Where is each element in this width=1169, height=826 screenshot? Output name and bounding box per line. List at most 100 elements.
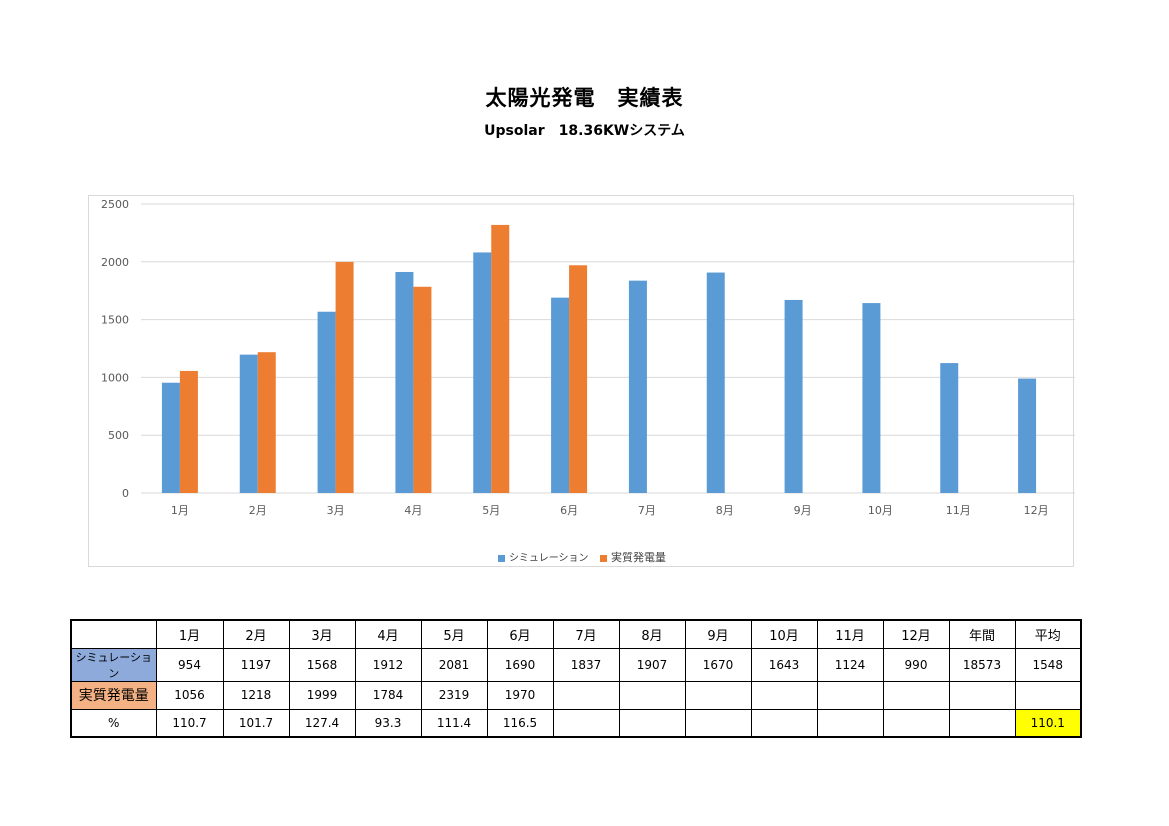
table-header-cell: 11月 — [816, 619, 884, 649]
table-cell: 1907 — [618, 647, 686, 682]
table-cell: 110.1 — [1014, 708, 1082, 738]
table-cell — [816, 708, 884, 738]
legend-swatch-simulation — [497, 554, 505, 562]
table-cell: 127.4 — [288, 708, 356, 738]
bar-chart: 0 500 1000 1500 2000 2500 1月 2月 3月 4月 5月 6月 7月 8月 9月 10… — [101, 198, 1075, 517]
x-tick-label: 4月 — [404, 504, 422, 517]
row-label: シミュレーション — [70, 647, 157, 682]
row-label: 実質発電量 — [70, 680, 157, 710]
table-cell: 1999 — [288, 680, 356, 710]
chart-legend: シミュレーション 実質発電量 — [89, 549, 1075, 565]
y-tick-label: 500 — [108, 429, 129, 442]
table-cell: 1837 — [552, 647, 620, 682]
table-cell: 1670 — [684, 647, 752, 682]
table-header-cell: 1月 — [155, 619, 224, 649]
table-cell — [552, 680, 620, 710]
table-cell: 1784 — [354, 680, 422, 710]
table-header-cell: 6月 — [486, 619, 554, 649]
data-table: 1月 2月 3月 4月 5月 6月 7月 8月 9月 10月 11月 12月 年間 平均 シミュレーション 9… — [70, 619, 1082, 738]
page-subtitle: Upsolar 18.36KWシステム — [484, 123, 685, 139]
table-header-cell: 10月 — [750, 619, 818, 649]
row-label: % — [70, 708, 157, 738]
chart-area: 0 500 1000 1500 2000 2500 1月 2月 3月 4月 5月 6月 7月 8月 9月 10… — [88, 195, 1075, 567]
bar-simulation — [395, 271, 414, 493]
table-cell — [552, 708, 620, 738]
bar-simulation — [239, 354, 258, 493]
bar-simulation — [862, 303, 881, 493]
table-cell — [948, 680, 1016, 710]
bar-simulation — [1018, 378, 1037, 493]
x-tick-label: 5月 — [482, 504, 500, 517]
bar-simulation — [940, 363, 959, 493]
table-cell: 18573 — [948, 647, 1016, 682]
bar-actual — [491, 224, 510, 494]
table-header-cell: 12月 — [882, 619, 950, 649]
table-header-cell — [70, 619, 157, 649]
bar-simulation — [551, 297, 570, 493]
table-cell: 1970 — [486, 680, 554, 710]
legend-label-actual: 実質発電量 — [611, 551, 667, 564]
table-cell — [750, 680, 818, 710]
table-header-cell: 年間 — [948, 619, 1016, 649]
table-row: シミュレーション 954 1197 1568 1912 2081 1690 1837 1907 1… — [70, 647, 1082, 682]
table-cell: 1197 — [222, 647, 290, 682]
table-cell: 1690 — [486, 647, 554, 682]
table-cell — [684, 708, 752, 738]
x-tick-label: 12月 — [1024, 504, 1049, 517]
legend-swatch-actual — [600, 554, 608, 562]
table-cell: 2319 — [420, 680, 488, 710]
table-header-cell: 8月 — [618, 619, 686, 649]
table-cell: 111.4 — [420, 708, 488, 738]
y-tick-label: 0 — [122, 487, 129, 500]
bar-simulation — [706, 272, 725, 493]
table-cell: 1568 — [288, 647, 356, 682]
bar-actual — [257, 352, 276, 493]
bar-simulation — [473, 252, 492, 493]
table-header-cell: 3月 — [288, 619, 356, 649]
table-cell — [948, 708, 1016, 738]
table-cell: 116.5 — [486, 708, 554, 738]
table-cell: 2081 — [420, 647, 488, 682]
table-row: % 110.7 101.7 127.4 93.3 111.4 116.5 110.1 — [70, 708, 1082, 738]
y-tick-label: 2000 — [101, 256, 129, 269]
table-cell: 954 — [155, 647, 224, 682]
table-cell — [618, 708, 686, 738]
x-tick-label: 11月 — [946, 504, 971, 517]
bar-simulation — [317, 311, 336, 493]
table-cell: 1548 — [1014, 647, 1082, 682]
x-tick-label: 9月 — [794, 504, 812, 517]
table-header-cell: 9月 — [684, 619, 752, 649]
table-header-cell: 7月 — [552, 619, 620, 649]
table-header-cell: 4月 — [354, 619, 422, 649]
table-row: 実質発電量 1056 1218 1999 1784 2319 1970 — [70, 680, 1082, 710]
y-tick-label: 1500 — [101, 314, 129, 327]
table-cell: 990 — [882, 647, 950, 682]
table-cell — [618, 680, 686, 710]
table-header-cell: 5月 — [420, 619, 488, 649]
table-header-row: 1月 2月 3月 4月 5月 6月 7月 8月 9月 10月 11月 12月 年間 平均 — [70, 619, 1082, 649]
bar-actual — [179, 370, 198, 493]
bar-simulation — [628, 280, 647, 493]
table-cell — [684, 680, 752, 710]
bar-simulation — [784, 299, 803, 493]
table-cell: 1643 — [750, 647, 818, 682]
table-cell — [882, 708, 950, 738]
table-header-cell: 平均 — [1014, 619, 1082, 649]
x-tick-label: 2月 — [249, 504, 267, 517]
table-cell: 1056 — [155, 680, 224, 710]
x-tick-label: 7月 — [638, 504, 656, 517]
table-cell: 1124 — [816, 647, 884, 682]
legend-item-actual: 実質発電量 — [600, 549, 666, 565]
y-tick-label: 1000 — [101, 371, 129, 384]
table-cell: 1912 — [354, 647, 422, 682]
page-title: 太陽光発電 実績表 — [485, 86, 684, 110]
table-cell — [816, 680, 884, 710]
table-cell — [882, 680, 950, 710]
table-header-cell: 2月 — [222, 619, 290, 649]
table-cell: 1218 — [222, 680, 290, 710]
x-tick-label: 8月 — [716, 504, 734, 517]
table-cell: 101.7 — [222, 708, 290, 738]
table-cell: 93.3 — [354, 708, 422, 738]
table-cell: 110.7 — [155, 708, 224, 738]
table-cell — [1014, 680, 1082, 710]
